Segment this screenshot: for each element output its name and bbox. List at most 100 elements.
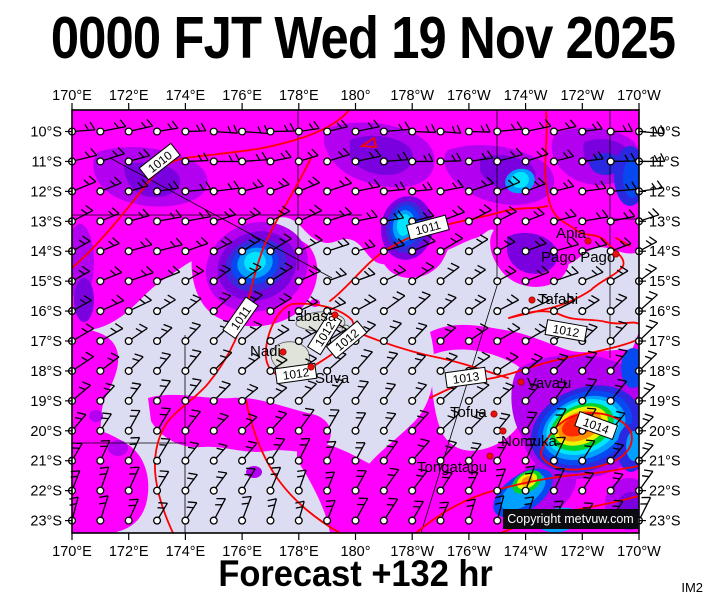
wind-barb <box>181 349 202 375</box>
wind-barb <box>578 237 608 256</box>
place-marker-dot <box>528 296 536 304</box>
lat-label: 12°S <box>30 184 62 200</box>
lat-label: 11°S <box>31 154 62 170</box>
wind-barb <box>96 266 123 286</box>
lat-label: 14°S <box>649 244 681 260</box>
boundary-line <box>420 110 498 533</box>
wind-barb <box>96 176 122 196</box>
wind-barb <box>351 209 378 226</box>
lon-label: 178°W <box>390 544 434 560</box>
wind-barb <box>266 233 292 256</box>
wind-barb <box>124 466 140 495</box>
wind-barb <box>634 125 665 136</box>
wind-barb <box>436 352 458 375</box>
wind-barb <box>464 294 487 316</box>
wind-barb <box>294 234 323 256</box>
wind-barb <box>124 266 154 286</box>
wind-barb <box>323 471 336 495</box>
wind-barb <box>238 440 258 465</box>
wind-barb <box>351 442 366 465</box>
wind-barb <box>209 470 228 495</box>
wind-barb <box>521 177 546 196</box>
lat-label: 23°S <box>649 514 681 530</box>
wind-barb <box>493 352 519 375</box>
wind-barb <box>408 291 431 316</box>
wind-barb <box>549 468 565 495</box>
wind-barb <box>238 178 264 196</box>
wind-barb <box>464 204 492 226</box>
wind-barb <box>493 147 523 166</box>
lat-label: 21°S <box>649 454 681 470</box>
wind-barb <box>606 181 638 196</box>
wind-barb <box>436 179 464 196</box>
lat-label: 14°S <box>30 244 62 260</box>
wind-barb <box>96 412 112 435</box>
place-marker-dot <box>331 311 339 319</box>
wind-barb <box>181 236 209 256</box>
wind-barb <box>606 320 628 346</box>
wind-barb <box>153 352 172 375</box>
lat-label: 23°S <box>30 514 62 530</box>
wind-barb <box>124 382 142 405</box>
wind-barb <box>436 323 457 346</box>
wind-barb <box>578 209 609 226</box>
lat-label: 20°S <box>30 424 62 440</box>
forecast-datetime-title: 0000 FJT Wed 19 Nov 2025 <box>50 5 676 71</box>
wind-barb <box>294 380 317 405</box>
wind-barb <box>209 442 228 465</box>
place-label: Tafahi <box>538 291 578 308</box>
isobar-line <box>351 329 509 379</box>
wind-barb <box>493 175 521 196</box>
wind-barb <box>153 379 171 405</box>
wind-barb <box>124 409 141 435</box>
lon-label: 170°W <box>617 544 661 560</box>
wind-barb <box>436 262 460 286</box>
wind-barb <box>96 119 127 136</box>
wind-barb <box>351 294 377 316</box>
lon-label: 170°E <box>52 88 92 104</box>
wind-barb <box>549 436 566 465</box>
wind-barb <box>294 407 315 435</box>
wind-barb <box>124 178 149 196</box>
wind-barb <box>266 324 290 346</box>
wind-barb <box>209 236 233 256</box>
wind-barb <box>238 413 258 435</box>
wind-barb <box>606 472 624 495</box>
lat-label: 22°S <box>649 484 681 500</box>
wind-barb <box>323 119 348 136</box>
wind-barb <box>96 439 111 465</box>
wind-barb <box>124 498 139 525</box>
wind-barb <box>153 502 168 525</box>
wind-barb <box>181 501 198 525</box>
wind-barb <box>493 294 519 316</box>
wind-barb <box>549 179 575 196</box>
wind-barb <box>181 472 198 495</box>
wind-barb <box>209 264 231 286</box>
wind-barb <box>153 437 171 465</box>
wind-barb <box>294 438 311 465</box>
wind-barb <box>209 412 229 435</box>
wind-barb <box>209 207 237 226</box>
wind-barb <box>379 382 397 405</box>
lat-label: 10°S <box>649 125 681 141</box>
lon-label: 176°E <box>222 544 262 560</box>
wind-barb <box>266 498 278 525</box>
wind-barb <box>408 353 427 375</box>
lon-label: 172°W <box>560 544 604 560</box>
wind-barb <box>493 121 523 136</box>
wind-barb <box>124 208 150 226</box>
isobar-line <box>153 157 312 533</box>
wind-barb <box>464 234 489 256</box>
wind-barb <box>96 237 120 256</box>
wind-barb <box>294 204 323 226</box>
wind-barb <box>96 352 120 375</box>
wind-barb <box>153 237 183 256</box>
wind-barb <box>96 382 115 405</box>
wind-barb <box>578 439 596 465</box>
svg-text:1013: 1013 <box>452 369 481 387</box>
wind-barb <box>96 495 109 525</box>
wind-barb <box>408 124 437 136</box>
wind-barb <box>96 466 110 495</box>
wind-barb <box>493 412 511 435</box>
